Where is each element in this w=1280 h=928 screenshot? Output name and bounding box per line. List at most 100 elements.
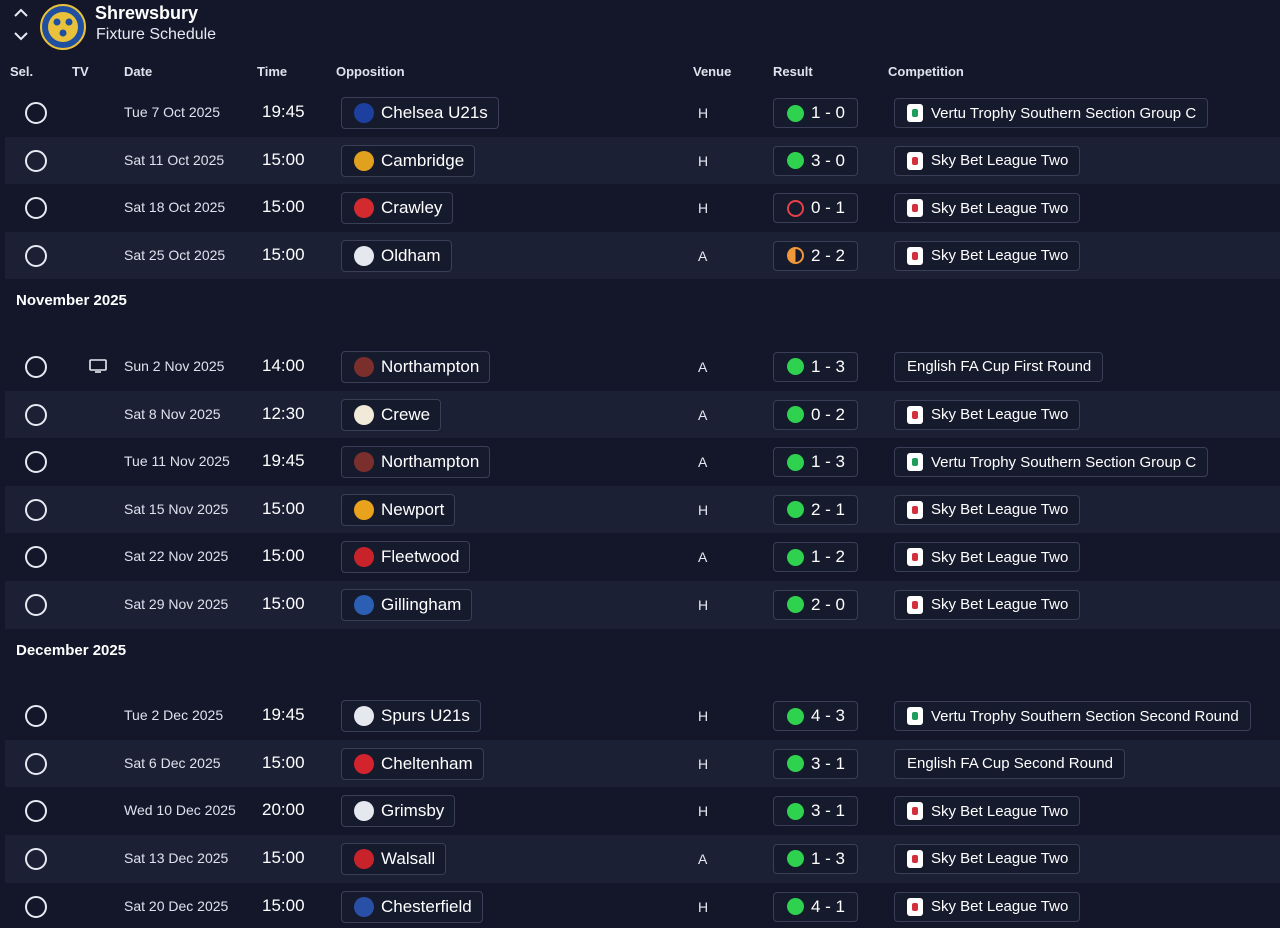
result-link[interactable]: 0 - 2 <box>773 399 858 430</box>
fixture-venue: H <box>698 152 709 169</box>
fixture-row[interactable]: Tue 2 Dec 2025 19:45 Spurs U21s H 4 - 3 Vertu… <box>5 692 1280 740</box>
result-link[interactable]: 1 - 3 <box>773 843 858 874</box>
opposition-link[interactable]: Gillingham <box>341 588 473 621</box>
opposition-link[interactable]: Crewe <box>341 398 442 431</box>
competition-link[interactable]: English FA Cup First Round <box>894 351 1104 382</box>
column-header-competition[interactable]: Competition <box>888 64 964 79</box>
select-radio[interactable] <box>25 705 47 728</box>
competition-link[interactable]: Sky Bet League Two <box>894 193 1081 224</box>
result-score: 2 - 2 <box>811 245 846 265</box>
opposition-link[interactable]: Walsall <box>341 842 447 875</box>
select-radio[interactable] <box>25 498 47 521</box>
competition-name: English FA Cup Second Round <box>907 755 1113 773</box>
competition-link[interactable]: Sky Bet League Two <box>894 494 1081 525</box>
fixture-row[interactable]: Wed 10 Dec 2025 20:00 Grimsby H 3 - 1 Sky Bet… <box>5 787 1280 835</box>
result-link[interactable]: 4 - 1 <box>773 891 858 922</box>
fixture-row[interactable]: Sat 20 Dec 2025 15:00 Chesterfield H 4 - 1 Sk… <box>5 882 1280 928</box>
fixture-row[interactable]: Tue 7 Oct 2025 19:45 Chelsea U21s H 1 - 0 Ver… <box>5 89 1280 137</box>
opposition-name: Northampton <box>381 356 480 376</box>
result-link[interactable]: 0 - 1 <box>773 193 858 224</box>
fixture-time: 15:00 <box>262 197 305 217</box>
competition-link[interactable]: Sky Bet League Two <box>894 796 1081 827</box>
chevron-up-icon[interactable] <box>12 8 30 28</box>
competition-link[interactable]: Vertu Trophy Southern Section Second Rou… <box>894 701 1251 732</box>
select-radio[interactable] <box>25 102 47 124</box>
competition-link[interactable]: Sky Bet League Two <box>894 240 1081 271</box>
result-link[interactable]: 3 - 0 <box>773 145 858 176</box>
competition-link[interactable]: Sky Bet League Two <box>894 542 1081 573</box>
fixture-row[interactable]: Sat 25 Oct 2025 15:00 Oldham A 2 - 2 Sky Bet … <box>5 231 1280 280</box>
competition-link[interactable]: Sky Bet League Two <box>894 145 1081 176</box>
opposition-link[interactable]: Chesterfield <box>341 890 483 923</box>
opposition-link[interactable]: Crawley <box>341 192 454 225</box>
fixture-row[interactable]: Sat 11 Oct 2025 15:00 Cambridge H 3 - 0 Sky B… <box>5 136 1280 185</box>
opposition-link[interactable]: Spurs U21s <box>341 700 481 733</box>
club-badge-icon <box>354 404 374 425</box>
opposition-link[interactable]: Northampton <box>341 350 491 383</box>
result-link[interactable]: 2 - 1 <box>773 494 858 525</box>
chevron-down-icon[interactable] <box>12 32 30 52</box>
opposition-link[interactable]: Northampton <box>341 446 491 479</box>
fixture-row[interactable]: Sun 2 Nov 2025 14:00 Northampton A 1 - 3 Engl… <box>5 342 1280 391</box>
fixture-row[interactable]: Sat 8 Nov 2025 12:30 Crewe A 0 - 2 Sky Bet Le… <box>5 390 1280 439</box>
fixture-time: 15:00 <box>262 149 305 169</box>
select-radio[interactable] <box>25 752 47 775</box>
select-radio[interactable] <box>25 800 47 823</box>
result-win-icon <box>787 755 804 773</box>
select-radio[interactable] <box>25 451 47 474</box>
result-link[interactable]: 3 - 1 <box>773 748 858 779</box>
select-radio[interactable] <box>25 847 47 870</box>
opposition-link[interactable]: Fleetwood <box>341 541 471 574</box>
fixture-row[interactable]: Sat 15 Nov 2025 15:00 Newport H 2 - 1 Sky Bet… <box>5 485 1280 534</box>
opposition-link[interactable]: Oldham <box>341 239 452 272</box>
opposition-link[interactable]: Grimsby <box>341 795 456 828</box>
competition-link[interactable]: Sky Bet League Two <box>894 891 1081 922</box>
opposition-link[interactable]: Cambridge <box>341 144 476 177</box>
fixture-date: Sat 15 Nov 2025 <box>124 500 229 517</box>
select-radio[interactable] <box>25 244 47 267</box>
fixture-row[interactable]: Tue 11 Nov 2025 19:45 Northampton A 1 - 3 Ver… <box>5 438 1280 486</box>
competition-link[interactable]: Sky Bet League Two <box>894 843 1081 874</box>
competition-link[interactable]: Vertu Trophy Southern Section Group C <box>894 447 1209 478</box>
column-header-sel[interactable]: Sel. <box>10 64 34 79</box>
fixture-row[interactable]: Sat 18 Oct 2025 15:00 Crawley H 0 - 1 Sky Bet… <box>5 184 1280 232</box>
column-header-date[interactable]: Date <box>124 64 153 79</box>
fixture-row[interactable]: Sat 22 Nov 2025 15:00 Fleetwood A 1 - 2 Sky B… <box>5 533 1280 581</box>
select-radio[interactable] <box>25 355 47 378</box>
result-win-icon <box>787 501 804 519</box>
select-radio[interactable] <box>25 895 47 918</box>
result-link[interactable]: 4 - 3 <box>773 701 858 732</box>
fixture-row[interactable]: Sat 6 Dec 2025 15:00 Cheltenham H 3 - 1 Engli… <box>5 739 1280 788</box>
fixture-row[interactable]: Sat 29 Nov 2025 15:00 Gillingham H 2 - 0 Sky … <box>5 580 1280 629</box>
select-radio[interactable] <box>25 403 47 426</box>
column-header-opposition[interactable]: Opposition <box>336 64 405 79</box>
opposition-link[interactable]: Cheltenham <box>341 747 484 780</box>
fixture-time: 14:00 <box>262 355 305 375</box>
select-radio[interactable] <box>25 546 47 569</box>
column-header-time[interactable]: Time <box>257 64 288 79</box>
result-link[interactable]: 2 - 0 <box>773 589 858 620</box>
result-win-icon <box>787 850 804 868</box>
fixture-row[interactable]: Sat 13 Dec 2025 15:00 Walsall A 1 - 3 Sky Bet… <box>5 834 1280 883</box>
competition-link[interactable]: Vertu Trophy Southern Section Group C <box>894 98 1209 128</box>
result-link[interactable]: 3 - 1 <box>773 796 858 827</box>
select-radio[interactable] <box>25 149 47 172</box>
result-link[interactable]: 2 - 2 <box>773 240 858 271</box>
select-radio[interactable] <box>25 197 47 220</box>
column-header-tv[interactable]: TV <box>72 64 89 79</box>
result-link[interactable]: 1 - 3 <box>773 351 858 382</box>
result-link[interactable]: 1 - 2 <box>773 542 858 573</box>
competition-link[interactable]: English FA Cup Second Round <box>894 748 1125 779</box>
column-header-venue[interactable]: Venue <box>693 64 732 79</box>
competition-name: Vertu Trophy Southern Section Group C <box>931 453 1197 471</box>
club-name[interactable]: Shrewsbury <box>95 3 199 23</box>
column-header-result[interactable]: Result <box>773 64 813 79</box>
result-link[interactable]: 1 - 3 <box>773 447 858 478</box>
opposition-link[interactable]: Newport <box>341 493 456 526</box>
club-badge-icon <box>354 753 374 774</box>
competition-link[interactable]: Sky Bet League Two <box>894 399 1081 430</box>
opposition-link[interactable]: Chelsea U21s <box>341 97 499 129</box>
select-radio[interactable] <box>25 593 47 616</box>
result-link[interactable]: 1 - 0 <box>773 98 858 128</box>
competition-link[interactable]: Sky Bet League Two <box>894 589 1081 620</box>
